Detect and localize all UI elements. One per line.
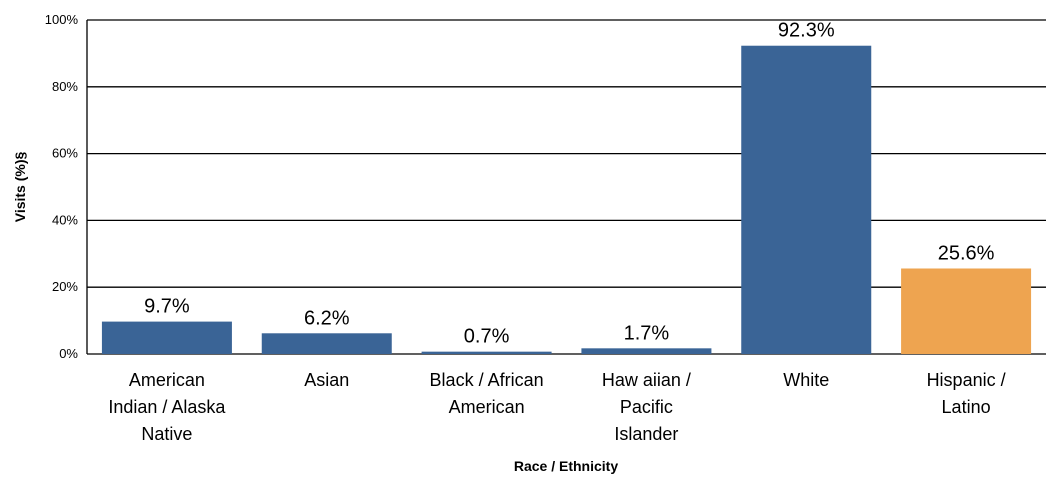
- x-tick-label: Hispanic /: [927, 370, 1006, 390]
- y-tick-label: 100%: [45, 12, 79, 27]
- x-tick-label: Pacific: [620, 397, 673, 417]
- bar-2: [421, 351, 552, 354]
- data-labels: 9.7% 6.2% 0.7% 1.7% 92.3% 25.6%: [144, 20, 995, 348]
- bar-0: [101, 321, 232, 354]
- x-tick-label: American: [129, 370, 205, 390]
- gridlines: [86, 19, 1046, 355]
- bar-5: [901, 268, 1032, 354]
- x-tick-label: Asian: [304, 370, 349, 390]
- data-label-4: 92.3%: [778, 20, 835, 42]
- x-tick-label: Black / African: [430, 370, 544, 390]
- x-tick-label: American: [449, 397, 525, 417]
- x-tick-label: Islander: [614, 424, 678, 444]
- data-label-2: 0.7%: [464, 326, 510, 348]
- y-axis-ticks: 0% 20% 40% 60% 80% 100%: [45, 12, 79, 361]
- x-tick-label: White: [783, 370, 829, 390]
- y-tick-label: 20%: [52, 279, 78, 294]
- y-tick-label: 80%: [52, 79, 78, 94]
- x-tick-label: Haw aiian /: [602, 370, 691, 390]
- y-tick-label: 40%: [52, 212, 78, 227]
- x-axis-categories: American Indian / Alaska Native Asian Black …: [108, 370, 1005, 444]
- x-tick-label: Latino: [942, 397, 991, 417]
- bar-1: [261, 333, 392, 354]
- data-label-1: 6.2%: [304, 307, 350, 329]
- data-label-3: 1.7%: [624, 322, 670, 344]
- y-axis-title: Visits (%)§: [12, 152, 28, 223]
- x-tick-label: Indian / Alaska: [108, 397, 226, 417]
- data-label-0: 9.7%: [144, 296, 190, 318]
- bar-4: [741, 45, 872, 355]
- y-tick-label: 60%: [52, 146, 78, 161]
- x-tick-label: Native: [141, 424, 192, 444]
- bar-3: [581, 348, 712, 354]
- x-axis-title: Race / Ethnicity: [514, 458, 618, 474]
- data-label-5: 25.6%: [938, 242, 995, 264]
- bars: [101, 45, 1032, 355]
- y-tick-label: 0%: [59, 346, 78, 361]
